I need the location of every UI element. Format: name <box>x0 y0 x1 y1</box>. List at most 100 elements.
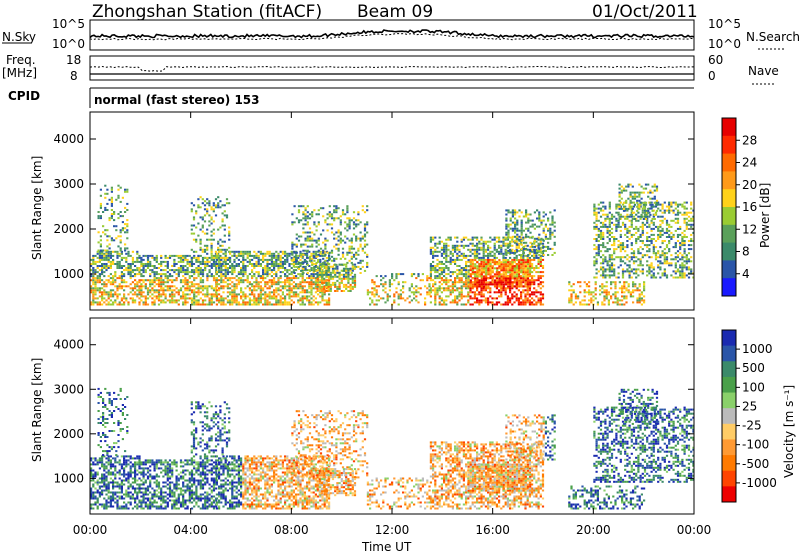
echo-cell <box>445 248 448 251</box>
echo-cell <box>507 231 510 234</box>
echo-cell <box>275 297 278 300</box>
echo-cell <box>112 293 115 296</box>
echo-cell <box>465 244 468 247</box>
echo-cell <box>469 287 472 290</box>
echo-cell <box>643 283 646 286</box>
echo-cell <box>320 290 324 292</box>
echo-cell <box>319 263 323 266</box>
echo-cell <box>648 272 651 275</box>
echo-cell <box>524 289 527 292</box>
echo-cell <box>471 271 475 274</box>
echo-cell <box>595 258 598 261</box>
echo-cell <box>197 287 200 290</box>
echo-cell <box>352 247 356 250</box>
echo-cell <box>101 287 104 290</box>
echo-cell <box>300 261 303 264</box>
echo-cell <box>665 205 669 208</box>
echo-cell <box>325 269 328 272</box>
echo-cell <box>630 215 633 218</box>
echo-cell <box>222 275 225 278</box>
echo-cell <box>177 289 180 292</box>
echo-cell <box>131 250 134 253</box>
echo-cell <box>107 291 110 294</box>
echo-cell <box>602 268 605 271</box>
echo-cell <box>509 267 512 270</box>
echo-cell <box>182 258 185 261</box>
echo-cell <box>297 263 300 265</box>
echo-cell <box>509 283 512 286</box>
echo-cell <box>520 239 523 242</box>
echo-cell <box>224 271 227 274</box>
echo-cell <box>432 254 435 257</box>
echo-cell <box>517 244 520 247</box>
echo-cell <box>127 301 130 304</box>
echo-cell <box>197 275 200 278</box>
echo-cell <box>595 207 598 210</box>
echo-cell <box>251 293 254 296</box>
echo-cell <box>190 258 193 261</box>
echo-cell <box>224 281 227 284</box>
echo-cell <box>268 273 271 276</box>
echo-cell <box>188 260 191 263</box>
echo-cell <box>469 273 472 276</box>
echo-cell <box>142 263 145 265</box>
echo-cell <box>248 263 251 265</box>
echo-cell <box>482 281 486 284</box>
echo-cell <box>668 223 671 226</box>
echo-cell <box>432 260 435 263</box>
echo-cell <box>94 301 97 304</box>
echo-cell <box>476 254 479 257</box>
echo-cell <box>314 285 317 288</box>
echo-cell <box>192 216 196 219</box>
echo-cell <box>229 279 232 282</box>
echo-cell <box>506 242 509 245</box>
echo-cell <box>482 256 485 259</box>
echo-cell <box>511 293 514 296</box>
echo-cell <box>505 217 508 220</box>
echo-cell <box>626 246 629 249</box>
echo-cell <box>348 247 351 250</box>
echo-cell <box>126 223 129 226</box>
echo-cell <box>235 299 238 302</box>
echo-cell <box>312 277 315 280</box>
echo-cell <box>570 289 573 292</box>
echo-cell <box>515 283 519 286</box>
echo-cell <box>126 231 129 234</box>
echo-cell <box>350 257 353 260</box>
echo-cell <box>97 249 100 252</box>
echo-cell <box>615 276 618 279</box>
echo-cell <box>646 213 649 216</box>
echo-cell <box>315 239 318 242</box>
echo-cell <box>210 263 213 265</box>
echo-cell <box>270 269 273 272</box>
echo-cell <box>319 247 323 250</box>
echo-cell <box>602 238 605 240</box>
echo-cell <box>334 271 337 274</box>
echo-cell <box>224 275 227 278</box>
echo-cell <box>482 283 485 286</box>
echo-cell <box>204 295 207 298</box>
echo-cell <box>674 258 677 261</box>
echo-cell <box>224 250 227 253</box>
echo-cell <box>597 219 600 222</box>
echo-cell <box>101 291 104 294</box>
echo-cell <box>505 223 508 226</box>
echo-cell <box>327 269 330 272</box>
echo-cell <box>308 291 311 294</box>
echo-cell <box>529 271 532 274</box>
echo-cell <box>489 275 492 278</box>
echo-cell <box>515 297 518 300</box>
echo-cell <box>440 246 443 249</box>
echo-cell <box>123 279 126 282</box>
echo-cell <box>476 261 479 264</box>
echo-cell <box>676 260 680 263</box>
echo-cell <box>513 281 516 284</box>
echo-cell <box>495 256 498 259</box>
echo-cell <box>500 250 503 253</box>
echo-cell <box>146 297 150 300</box>
echo-cell <box>608 274 611 277</box>
echo-cell <box>527 254 530 256</box>
echo-cell <box>190 285 194 288</box>
echo-cell <box>315 245 318 248</box>
echo-cell <box>628 276 631 279</box>
